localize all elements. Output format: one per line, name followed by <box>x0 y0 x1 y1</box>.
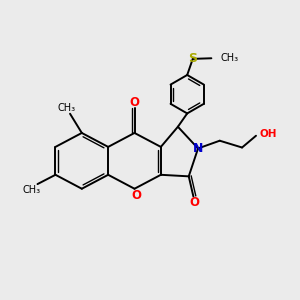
Text: CH₃: CH₃ <box>23 185 41 195</box>
Text: CH₃: CH₃ <box>57 103 75 113</box>
Text: O: O <box>130 96 140 109</box>
Text: O: O <box>131 189 141 202</box>
Text: O: O <box>189 196 199 208</box>
Text: N: N <box>193 142 203 155</box>
Text: S: S <box>188 52 197 65</box>
Text: CH₃: CH₃ <box>220 53 238 63</box>
Text: OH: OH <box>259 129 277 139</box>
